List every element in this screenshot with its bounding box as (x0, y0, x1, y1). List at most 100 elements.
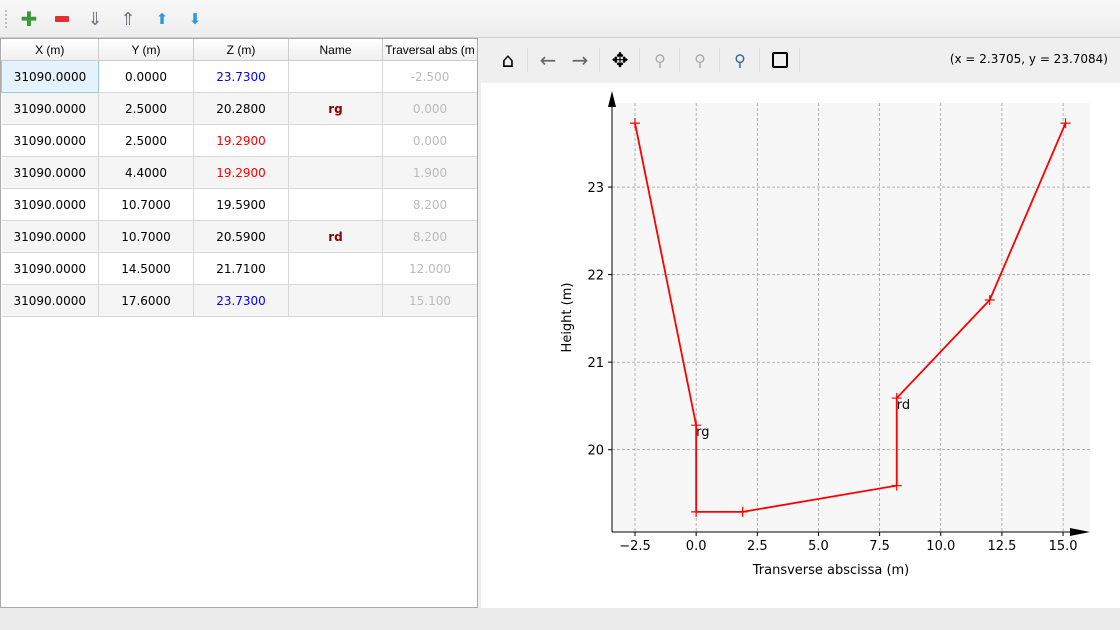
zoom-fit-button[interactable]: ⚲ (727, 48, 753, 72)
main-toolbar: ✚ ⇓ ⇑ ⬆ ⬇ (0, 0, 1120, 38)
table-row[interactable]: 31090.0000 17.6000 23.7300 15.100 (1, 284, 477, 317)
table-row[interactable]: 31090.0000 0.0000 23.7300 -2.500 (1, 60, 477, 93)
name-cell[interactable] (288, 60, 383, 93)
z-cell[interactable]: 20.2800 (193, 92, 289, 125)
x-cell[interactable]: 31090.0000 (1, 156, 99, 189)
traversal-cell[interactable]: 1.900 (382, 156, 477, 189)
traversal-cell[interactable]: 8.200 (382, 220, 477, 253)
name-cell[interactable]: rg (288, 92, 383, 125)
y-cell[interactable]: 0.0000 (98, 60, 194, 93)
name-cell[interactable] (288, 252, 383, 285)
plot-toolbar: ⌂ ← → ✥ ⚲ ⚲ ⚲ (x = 2.3705, y = 23.7084) (481, 38, 1120, 83)
x-tick-label: 12.5 (987, 539, 1016, 554)
y-axis-arrow (608, 91, 616, 107)
move-up-button[interactable]: ⬆ (151, 8, 173, 30)
data-point-marker (737, 506, 748, 517)
floppy-icon (772, 52, 788, 68)
table-row[interactable]: 31090.0000 4.4000 19.2900 1.900 (1, 156, 477, 189)
y-cell[interactable]: 14.5000 (98, 252, 194, 285)
table-row[interactable]: 31090.0000 10.7000 20.5900 rd 8.200 (1, 220, 477, 253)
sort-descending-button[interactable]: ⇑ (117, 8, 139, 30)
z-cell[interactable]: 20.5900 (193, 220, 289, 253)
sort-ascending-button[interactable]: ⇓ (84, 8, 106, 30)
add-row-button[interactable]: ✚ (18, 7, 40, 31)
z-cell[interactable]: 19.2900 (193, 124, 289, 157)
data-point-marker (891, 393, 902, 404)
z-cell[interactable]: 23.7300 (193, 284, 289, 317)
x-cell[interactable]: 31090.0000 (1, 220, 99, 253)
table-row[interactable]: 31090.0000 10.7000 19.5900 8.200 (1, 188, 477, 221)
toolbar-grip[interactable] (5, 10, 9, 28)
move-icon: ✥ (611, 48, 629, 72)
y-cell[interactable]: 4.4000 (98, 156, 194, 189)
table-row[interactable]: 31090.0000 14.5000 21.7100 12.000 (1, 252, 477, 285)
y-cell[interactable]: 17.6000 (98, 284, 194, 317)
x-cell[interactable]: 31090.0000 (1, 252, 99, 285)
name-cell[interactable] (288, 188, 383, 221)
y-cell[interactable]: 2.5000 (98, 124, 194, 157)
y-cell[interactable]: 2.5000 (98, 92, 194, 125)
column-header[interactable]: X (m) (1, 39, 99, 61)
x-cell[interactable]: 31090.0000 (1, 124, 99, 157)
name-cell[interactable] (288, 124, 383, 157)
column-header[interactable]: Z (m) (193, 39, 289, 61)
home-button[interactable]: ⌂ (495, 48, 521, 72)
plus-icon: ✚ (20, 7, 38, 31)
point-annotation: rd (897, 398, 910, 413)
y-cell[interactable]: 10.7000 (98, 220, 194, 253)
sort-up-icon: ⇑ (120, 8, 136, 30)
back-button[interactable]: ← (535, 48, 561, 72)
remove-row-button[interactable] (51, 8, 73, 30)
z-cell[interactable]: 21.7100 (193, 252, 289, 285)
arrow-up-icon: ⬆ (155, 10, 169, 28)
column-header[interactable]: Name (288, 39, 383, 61)
status-bar (0, 608, 1120, 630)
z-cell[interactable]: 19.2900 (193, 156, 289, 189)
x-cell[interactable]: 31090.0000 (1, 188, 99, 221)
zoom-fit-icon: ⚲ (734, 50, 746, 70)
traversal-cell[interactable]: 0.000 (382, 92, 477, 125)
traversal-cell[interactable]: 8.200 (382, 188, 477, 221)
z-cell[interactable]: 19.5900 (193, 188, 289, 221)
traversal-cell[interactable]: -2.500 (382, 60, 477, 93)
move-down-button[interactable]: ⬇ (184, 8, 206, 30)
x-tick-label: 15.0 (1049, 539, 1078, 554)
data-point-marker (1060, 118, 1071, 129)
plot-panel: ⌂ ← → ✥ ⚲ ⚲ ⚲ (x = 2.3705, y = 23.7084) … (481, 38, 1120, 608)
traversal-cell[interactable]: 12.000 (382, 252, 477, 285)
arrow-right-icon: → (571, 48, 589, 72)
profile-line (634, 122, 1067, 513)
name-cell[interactable]: rd (288, 220, 383, 253)
name-cell[interactable] (288, 284, 383, 317)
minus-icon (55, 16, 69, 22)
x-cell[interactable]: 31090.0000 (1, 92, 99, 125)
table-row[interactable]: 31090.0000 2.5000 20.2800 rg 0.000 (1, 92, 477, 125)
zoom-info-button[interactable]: ⚲ (687, 48, 713, 72)
x-tick-label: 7.5 (869, 539, 890, 554)
x-cell[interactable]: 31090.0000 (1, 60, 99, 93)
y-tick-label: 22 (587, 269, 604, 284)
traversal-cell[interactable]: 0.000 (382, 124, 477, 157)
column-header[interactable]: Traversal abs (m (382, 39, 477, 61)
magnifier-icon: ⚲ (654, 50, 666, 70)
zoom-button[interactable]: ⚲ (647, 48, 673, 72)
traversal-cell[interactable]: 15.100 (382, 284, 477, 317)
y-tick-label: 21 (587, 356, 604, 371)
pan-button[interactable]: ✥ (607, 48, 633, 72)
y-tick-label: 23 (587, 181, 604, 196)
magnifier-info-icon: ⚲ (694, 50, 706, 70)
forward-button[interactable]: → (567, 48, 593, 72)
column-header[interactable]: Y (m) (98, 39, 194, 61)
y-cell[interactable]: 10.7000 (98, 188, 194, 221)
data-point-marker (691, 420, 702, 431)
z-cell[interactable]: 23.7300 (193, 60, 289, 93)
data-point-marker (984, 294, 995, 305)
x-cell[interactable]: 31090.0000 (1, 284, 99, 317)
profile-chart[interactable]: −2.5 0.0 2.5 5.0 7.5 10.0 12.5 15.0 20 21 22 23 rg rd… (481, 83, 1120, 608)
home-icon: ⌂ (501, 48, 515, 72)
table-row[interactable]: 31090.0000 2.5000 19.2900 0.000 (1, 124, 477, 157)
save-button[interactable] (767, 48, 793, 72)
name-cell[interactable] (288, 156, 383, 189)
x-axis-arrow (1070, 528, 1090, 536)
data-point-marker (691, 506, 702, 517)
